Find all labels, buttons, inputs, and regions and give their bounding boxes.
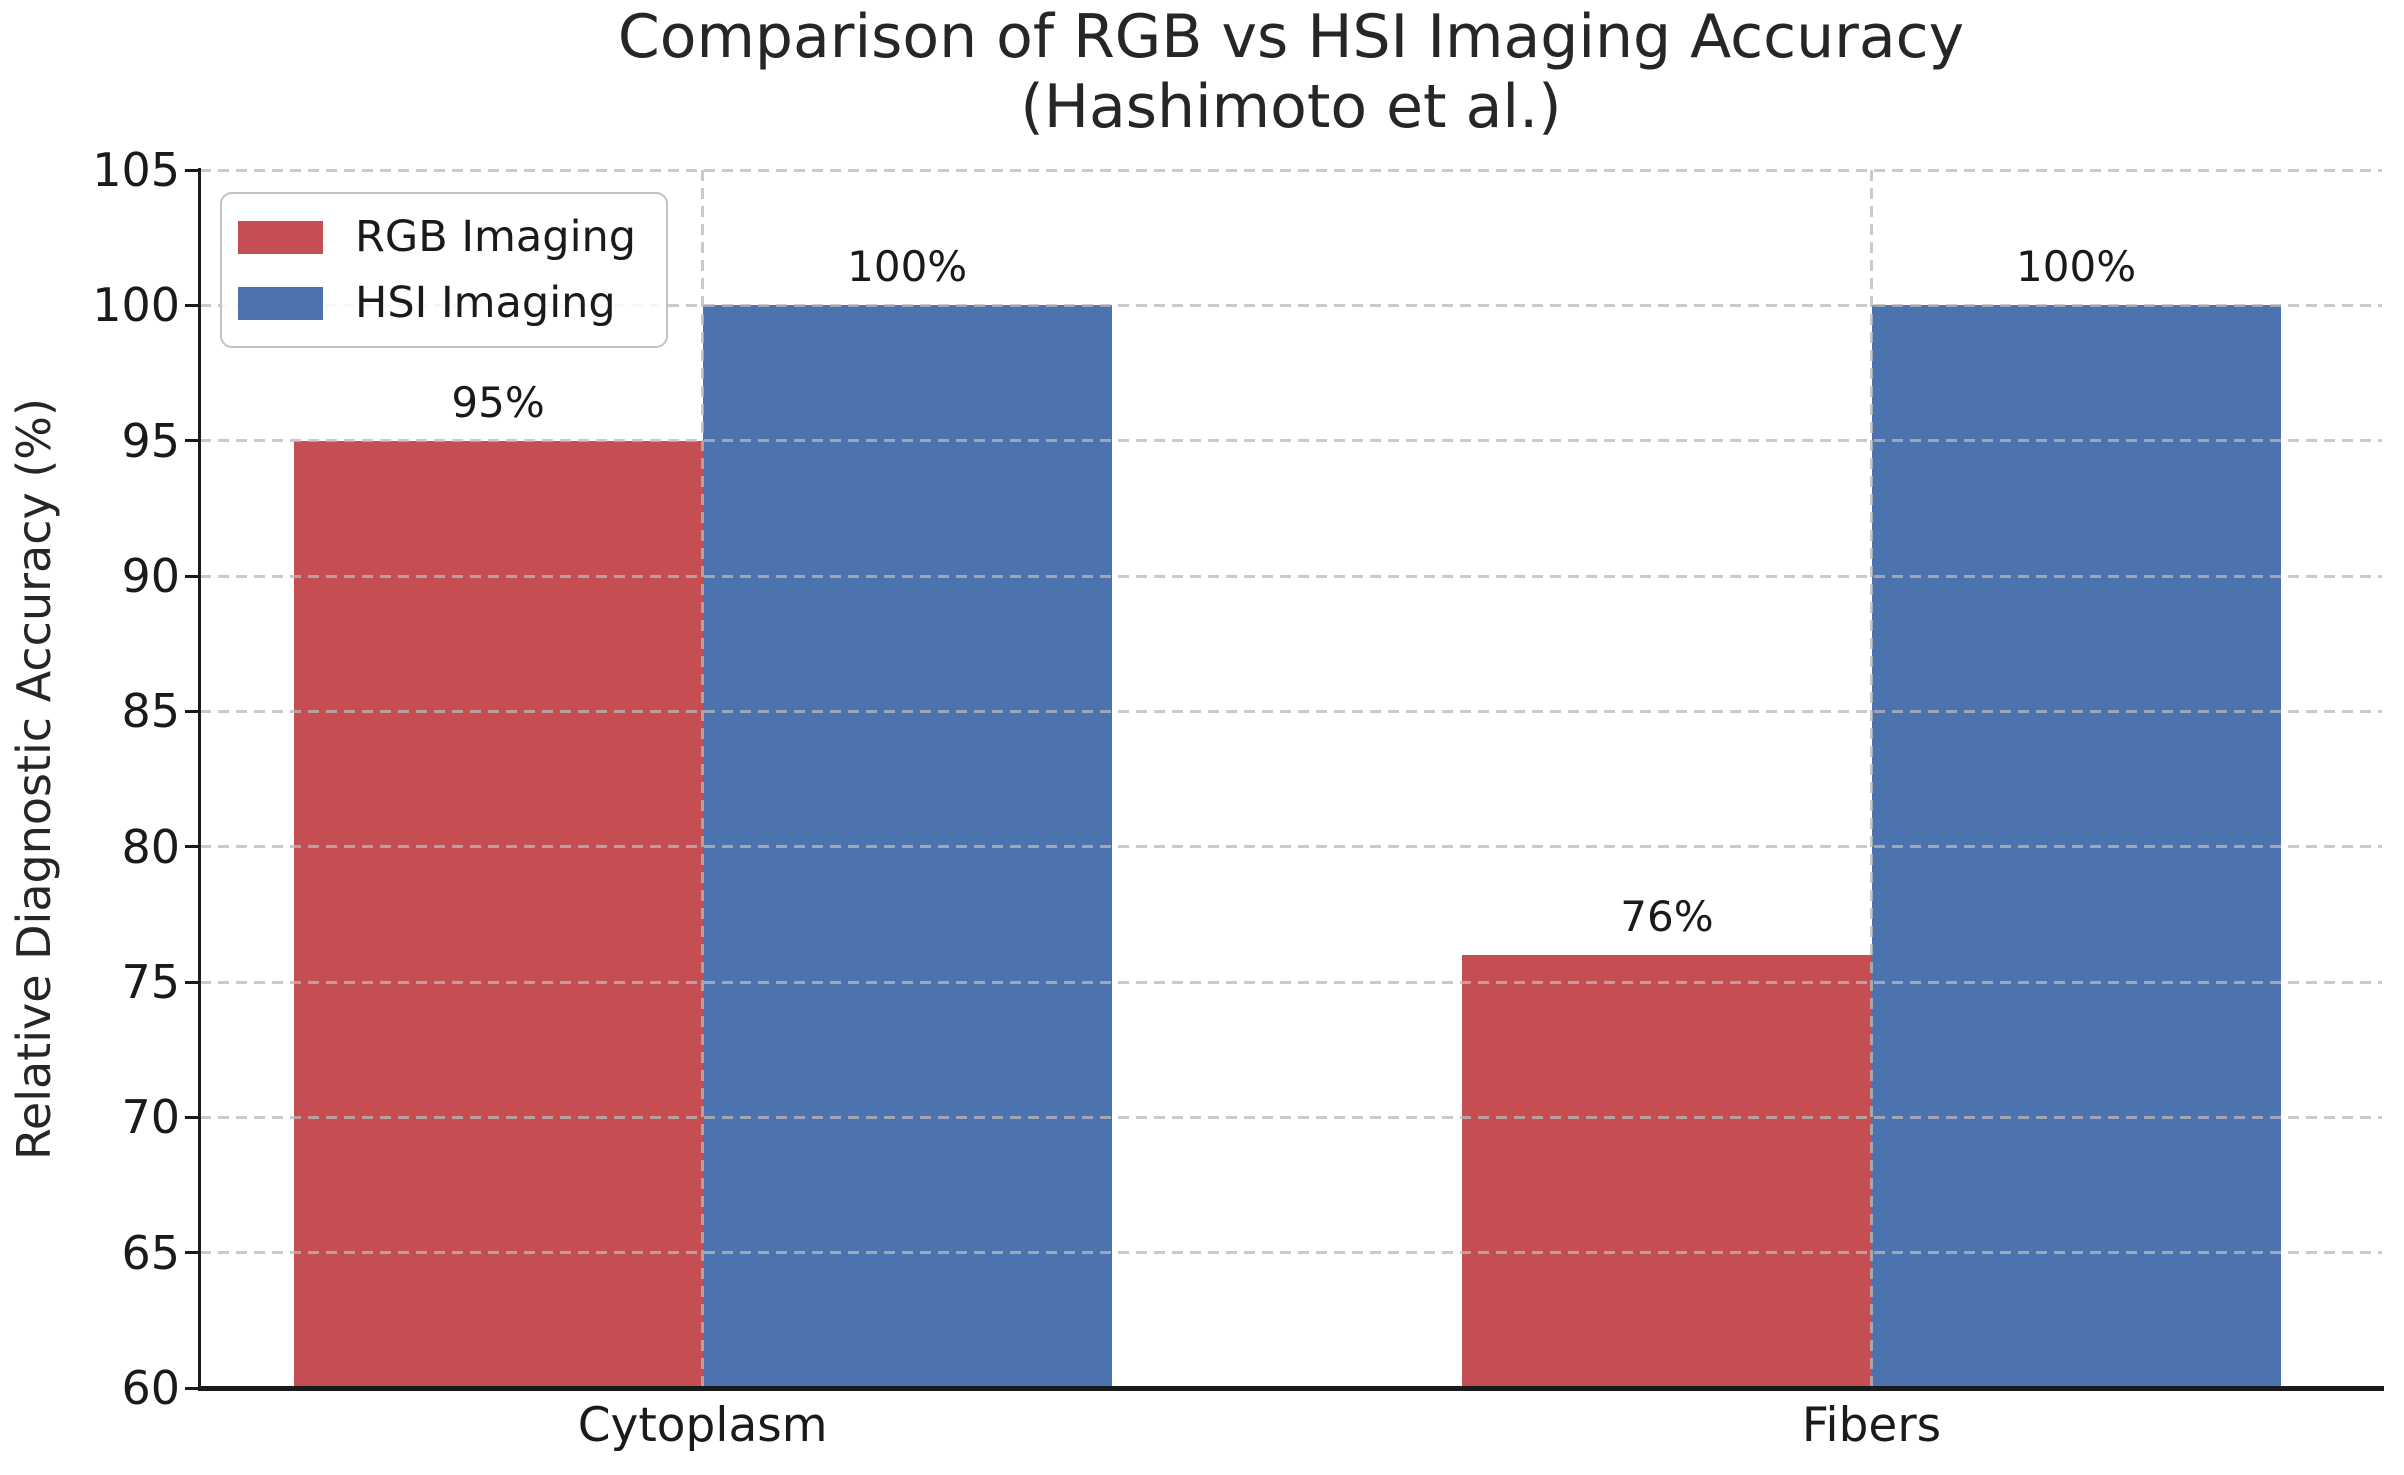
gridline-y-65 bbox=[200, 1251, 2382, 1255]
y-tick-mark-70 bbox=[185, 1115, 198, 1119]
chart-title-line1: Comparison of RGB vs HSI Imaging Accurac… bbox=[617, 2, 1965, 72]
x-tick-label-cytoplasm: Cytoplasm bbox=[577, 1398, 828, 1453]
bar-rgb-cytoplasm bbox=[293, 440, 703, 1388]
bar-value-label-hsi-cytoplasm: 100% bbox=[847, 242, 968, 292]
y-tick-mark-60 bbox=[185, 1386, 198, 1390]
gridline-y-95 bbox=[200, 439, 2382, 443]
bar-value-label-rgb-fibers: 76% bbox=[1620, 891, 1714, 941]
y-tick-label-95: 95 bbox=[121, 413, 180, 468]
y-tick-mark-85 bbox=[185, 709, 198, 713]
y-tick-mark-80 bbox=[185, 845, 198, 849]
chart-title-line2: (Hashimoto et al.) bbox=[1020, 72, 1562, 143]
gridline-x-fibers bbox=[1870, 170, 1874, 1388]
gridline-y-70 bbox=[200, 1115, 2382, 1119]
y-axis-line bbox=[198, 168, 201, 1389]
y-tick-label-105: 105 bbox=[92, 143, 180, 197]
legend-swatch-rgb bbox=[238, 220, 323, 254]
legend-label-hsi: HSI Imaging bbox=[355, 278, 616, 328]
y-tick-label-75: 75 bbox=[121, 955, 180, 1009]
gridline-y-75 bbox=[200, 980, 2382, 984]
y-tick-label-60: 60 bbox=[121, 1361, 180, 1415]
gridline-x-cytoplasm bbox=[701, 170, 705, 1388]
bar-value-label-rgb-cytoplasm: 95% bbox=[451, 377, 545, 427]
legend-row-rgb: RGB Imaging bbox=[238, 212, 636, 262]
legend-label-rgb: RGB Imaging bbox=[355, 212, 637, 262]
legend: RGB Imaging HSI Imaging bbox=[220, 192, 669, 348]
y-tick-label-70: 70 bbox=[121, 1090, 180, 1145]
y-tick-label-80: 80 bbox=[121, 819, 180, 874]
y-axis-label: Relative Diagnostic Accuracy (%) bbox=[7, 398, 61, 1160]
y-tick-mark-75 bbox=[185, 980, 198, 984]
gridline-y-105 bbox=[200, 168, 2382, 172]
y-tick-label-100: 100 bbox=[92, 278, 180, 333]
y-tick-label-65: 65 bbox=[121, 1225, 180, 1280]
y-tick-mark-100 bbox=[185, 303, 198, 307]
gridline-y-80 bbox=[200, 845, 2382, 849]
bar-value-label-hsi-fibers: 100% bbox=[2016, 242, 2137, 292]
y-tick-mark-90 bbox=[185, 574, 198, 578]
bar-rgb-fibers bbox=[1462, 954, 1872, 1388]
x-axis-line bbox=[198, 1386, 2384, 1391]
chart-title: Comparison of RGB vs HSI Imaging Accurac… bbox=[200, 2, 2382, 142]
plot-area: 60 65 70 75 80 85 90 95 100 105 Cytoplasm 95% 100% Fi… bbox=[92, 147, 2382, 1453]
y-tick-mark-65 bbox=[185, 1251, 198, 1255]
gridline-y-85 bbox=[200, 709, 2382, 713]
y-tick-label-90: 90 bbox=[121, 549, 180, 603]
legend-row-hsi: HSI Imaging bbox=[238, 278, 636, 328]
x-tick-label-fibers: Fibers bbox=[1801, 1398, 1942, 1453]
y-tick-mark-105 bbox=[185, 168, 198, 172]
gridline-y-100 bbox=[200, 303, 2382, 307]
legend-swatch-hsi bbox=[238, 286, 323, 320]
y-tick-label-85: 85 bbox=[121, 684, 180, 739]
gridline-y-90 bbox=[200, 574, 2382, 578]
y-tick-mark-95 bbox=[185, 439, 198, 443]
